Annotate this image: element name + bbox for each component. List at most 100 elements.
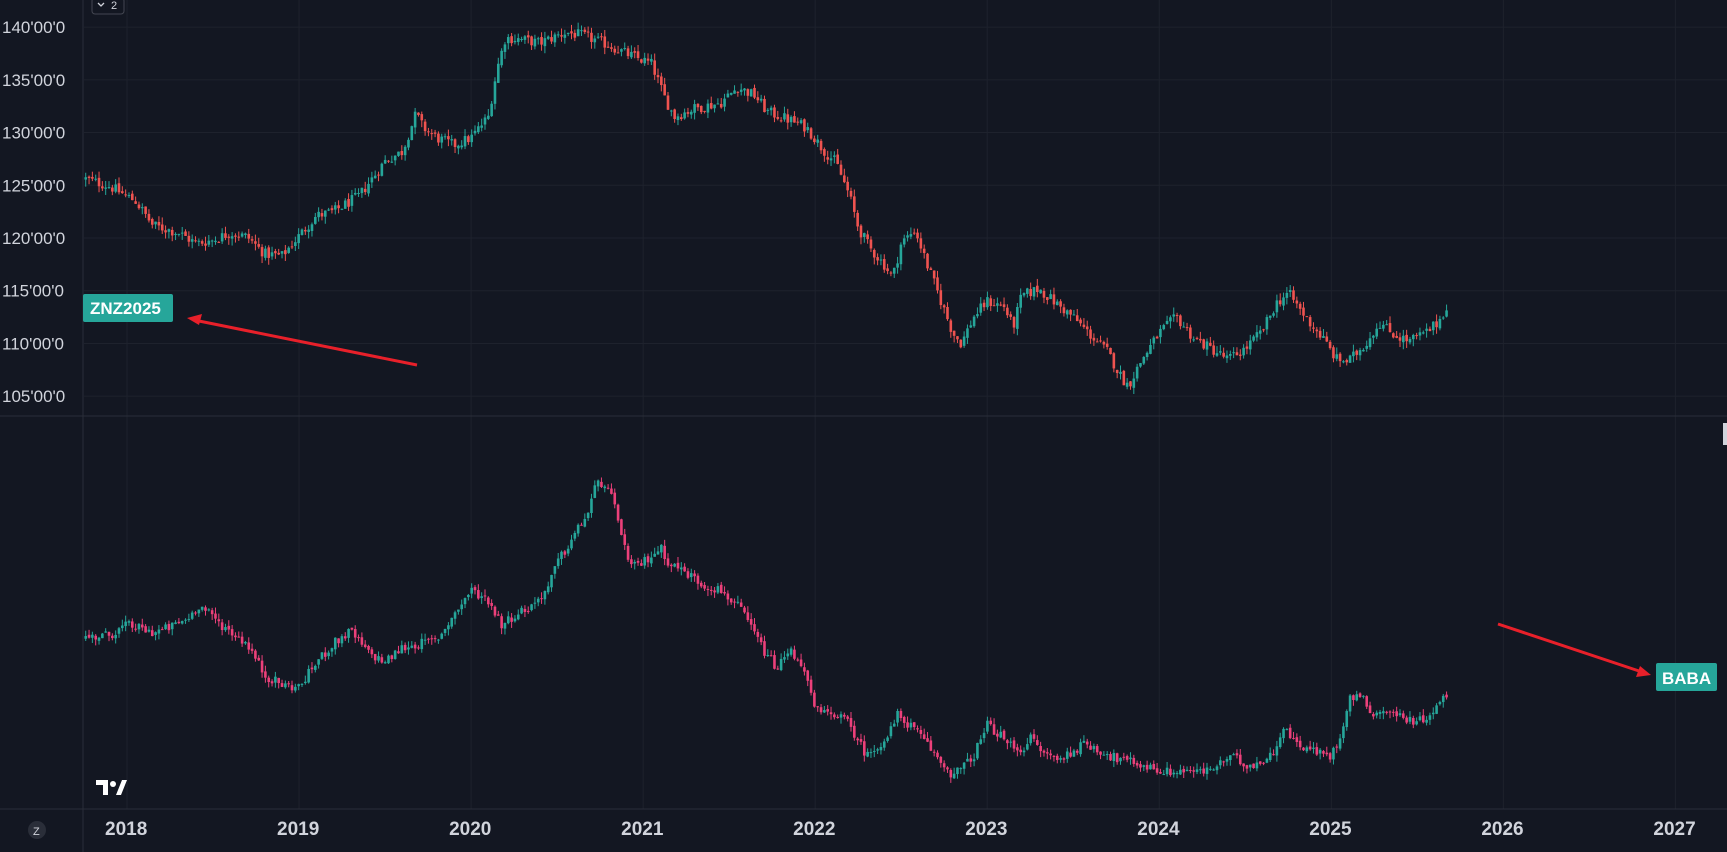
bottom-pane-candle[interactable] — [1185, 766, 1189, 772]
top-pane-candle[interactable] — [1006, 304, 1009, 319]
top-pane-candle[interactable] — [1212, 340, 1215, 358]
bottom-pane-candle[interactable] — [244, 640, 247, 645]
bottom-pane-candle[interactable] — [1122, 752, 1126, 761]
top-pane-candle[interactable] — [1129, 381, 1132, 390]
bottom-pane-candle[interactable] — [706, 585, 710, 597]
bottom-pane-candle[interactable] — [121, 619, 124, 632]
top-pane-candle[interactable] — [1332, 345, 1335, 363]
top-price-axis[interactable]: 140'00'0 135'00'0 130'00'0 125'00'0 120'00'0… — [2, 18, 65, 406]
bottom-pane-candle[interactable] — [1139, 760, 1142, 772]
bottom-pane-candle[interactable] — [1402, 710, 1405, 720]
bottom-pane-candle[interactable] — [1039, 741, 1042, 758]
top-pane-candle[interactable] — [1069, 309, 1072, 322]
top-pane-candle[interactable] — [333, 201, 337, 215]
top-pane-candle[interactable] — [1195, 336, 1199, 340]
bottom-pane-candle[interactable] — [1265, 757, 1269, 764]
top-pane-candle[interactable] — [1179, 314, 1182, 330]
bottom-pane-candle[interactable] — [536, 596, 540, 607]
bottom-pane-candle[interactable] — [523, 605, 527, 618]
bottom-pane-candle[interactable] — [886, 735, 889, 743]
top-pane-candle[interactable] — [653, 53, 656, 80]
bottom-pane-candle[interactable] — [307, 665, 310, 684]
bottom-pane-candle[interactable] — [586, 512, 590, 521]
bottom-pane-candle[interactable] — [556, 552, 560, 569]
top-pane-candle[interactable] — [1036, 278, 1039, 298]
bottom-pane-candle[interactable] — [689, 568, 693, 582]
bottom-pane-candle[interactable] — [1142, 764, 1146, 772]
bottom-pane-candle[interactable] — [1325, 746, 1329, 757]
bottom-pane-candle[interactable] — [1192, 766, 1195, 778]
top-pane-candle[interactable] — [846, 176, 849, 198]
bottom-pane-candle[interactable] — [613, 488, 617, 509]
bottom-pane-candle[interactable] — [1175, 770, 1179, 779]
top-pane-candle[interactable] — [297, 228, 300, 249]
bottom-pane-candle[interactable] — [1012, 737, 1016, 753]
top-pane-candle[interactable] — [620, 48, 623, 57]
top-pane-candle[interactable] — [490, 100, 493, 117]
top-pane-candle[interactable] — [1285, 287, 1289, 305]
top-pane-candle[interactable] — [693, 99, 696, 120]
bottom-pane-candle[interactable] — [823, 705, 826, 713]
bottom-pane-candle[interactable] — [1445, 691, 1448, 700]
top-pane-candle[interactable] — [91, 171, 94, 182]
bottom-pane-candle[interactable] — [796, 657, 800, 662]
top-pane-candle[interactable] — [603, 29, 607, 55]
top-pane-candle[interactable] — [410, 125, 414, 141]
bottom-pane-candle[interactable] — [373, 653, 377, 665]
top-pane-candle[interactable] — [959, 339, 963, 349]
top-pane-candle[interactable] — [327, 207, 330, 212]
top-pane-candle[interactable] — [1046, 296, 1049, 305]
bottom-pane-candle[interactable] — [553, 566, 557, 579]
top-pane-candle[interactable] — [882, 254, 886, 273]
top-pane-candle[interactable] — [1358, 347, 1362, 361]
bottom-pane-candle[interactable] — [91, 631, 94, 643]
bottom-pane-candle[interactable] — [490, 599, 493, 610]
bottom-pane-candle[interactable] — [403, 642, 407, 654]
top-pane-candle[interactable] — [1059, 299, 1062, 314]
bottom-pane-candle[interactable] — [986, 716, 989, 734]
bottom-pane-candle[interactable] — [699, 580, 703, 589]
top-pane-candle[interactable] — [1172, 307, 1176, 322]
bottom-pane-candle[interactable] — [204, 605, 207, 616]
top-pane-candle[interactable] — [94, 174, 98, 182]
top-pane-candle[interactable] — [969, 320, 973, 329]
bottom-pane-candle[interactable] — [962, 762, 966, 775]
bottom-pane-candle[interactable] — [1302, 747, 1305, 752]
bottom-pane-candle[interactable] — [430, 634, 434, 645]
top-pane-candle[interactable] — [177, 233, 181, 237]
top-pane-candle[interactable] — [1425, 323, 1428, 338]
bottom-pane-candle[interactable] — [723, 586, 726, 596]
bottom-pane-candle[interactable] — [982, 728, 986, 743]
top-pane-candle[interactable] — [506, 34, 510, 50]
top-pane-candle[interactable] — [1282, 292, 1285, 311]
bottom-pane-candle[interactable] — [180, 620, 184, 625]
top-pane-candle[interactable] — [816, 134, 820, 147]
bottom-pane-candle[interactable] — [999, 725, 1003, 739]
top-pane-candle[interactable] — [317, 207, 320, 222]
top-pane-candle[interactable] — [560, 28, 563, 42]
top-pane-candle[interactable] — [254, 234, 257, 251]
top-pane-candle[interactable] — [1125, 378, 1129, 390]
top-pane-candle[interactable] — [170, 226, 174, 242]
bottom-pane-candle[interactable] — [809, 675, 813, 696]
time-axis[interactable]: 2018 2019 2020 2021 2022 2023 2024 2025 2026 2027 — [105, 819, 1696, 840]
bottom-pane-candle[interactable] — [1082, 735, 1086, 743]
top-pane-candle[interactable] — [1421, 330, 1425, 335]
bottom-pane-candle[interactable] — [969, 754, 973, 768]
bottom-pane-candle[interactable] — [353, 625, 357, 644]
top-pane-candle[interactable] — [926, 252, 929, 272]
bottom-pane-candle[interactable] — [583, 513, 587, 528]
bottom-pane-candle[interactable] — [580, 522, 583, 526]
top-pane-candle[interactable] — [510, 32, 513, 47]
bottom-pane-candle[interactable] — [892, 719, 896, 727]
bottom-pane-candle[interactable] — [267, 675, 271, 688]
top-pane-candle[interactable] — [1245, 340, 1249, 355]
top-pane-candle[interactable] — [1065, 309, 1069, 319]
top-pane-candle[interactable] — [703, 110, 706, 114]
top-pane-candle[interactable] — [1335, 347, 1339, 362]
top-pane-candle[interactable] — [709, 96, 713, 110]
bottom-pane-candle[interactable] — [1042, 749, 1046, 757]
top-pane-candle[interactable] — [480, 118, 483, 132]
bottom-pane-candle[interactable] — [786, 648, 790, 660]
bottom-pane-candle[interactable] — [1342, 722, 1345, 744]
